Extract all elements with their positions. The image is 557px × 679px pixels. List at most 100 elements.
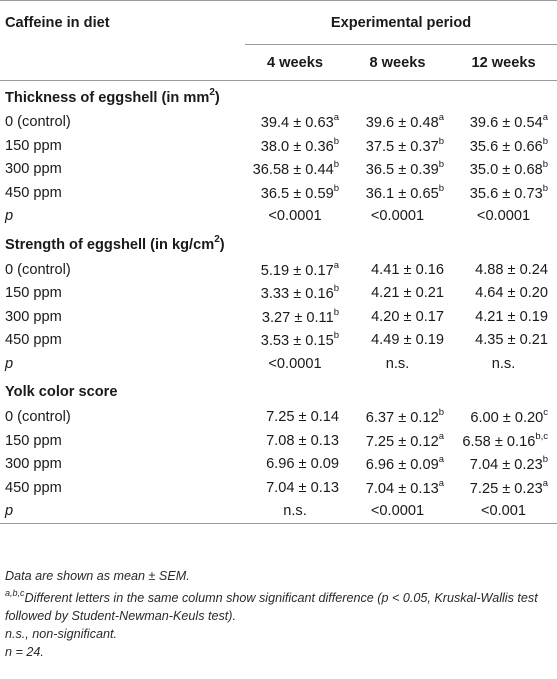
value-cell: 7.04 ± 0.13 — [245, 476, 345, 500]
value-text: 4.21 ± 0.21 — [371, 285, 444, 302]
value-text: 3.33 ± 0.16 — [260, 286, 334, 303]
value-cell: 35.6 ± 0.73b — [450, 181, 557, 205]
value-cell: 39.6 ± 0.54a — [450, 111, 557, 135]
week-4-header: 4 weeks — [245, 44, 345, 81]
section-title: Thickness of eggshell (in mm2) — [0, 81, 557, 111]
section-title: Yolk color score — [0, 376, 557, 406]
value-cell: 7.25 ± 0.23a — [450, 476, 557, 500]
table-footnotes: Data are shown as mean ± SEM. a,b,cDiffe… — [5, 567, 550, 661]
value-cell: 6.00 ± 0.20c — [450, 406, 557, 430]
value-text: 6.00 ± 0.20 — [470, 410, 544, 427]
footnote-letters-sup: a,b,c — [5, 588, 25, 598]
significance-letter: a — [542, 112, 549, 124]
value-cell: 39.6 ± 0.48a — [345, 111, 450, 135]
value-text: 3.27 ± 0.11 — [261, 309, 334, 326]
value-cell: 5.19 ± 0.17a — [245, 258, 345, 282]
significance-letter: b — [542, 182, 549, 194]
value-text: 39.6 ± 0.48 — [365, 115, 439, 132]
section-title-text: Yolk color score — [5, 383, 118, 400]
value-cell: 37.5 ± 0.37b — [345, 134, 450, 158]
value-text: 36.1 ± 0.65 — [365, 185, 439, 202]
value-text: 5.19 ± 0.17 — [260, 262, 334, 279]
row-label-header: Caffeine in diet — [0, 0, 245, 45]
row-label: 300 ppm — [5, 308, 62, 325]
table-row: 150 ppm 38.0 ± 0.36b 37.5 ± 0.37b 35.6 ± 0.… — [0, 134, 557, 158]
value-cell: 7.08 ± 0.13 — [245, 429, 345, 453]
value-cell: 4.21 ± 0.19 — [450, 305, 557, 329]
value-text: 4.21 ± 0.19 — [475, 308, 549, 325]
significance-letter: a — [542, 477, 549, 489]
significance-letter: b,c — [535, 430, 549, 442]
p-label: p — [0, 499, 245, 524]
week-8-header: 8 weeks — [345, 44, 450, 81]
period-title-header: Experimental period — [245, 0, 557, 45]
section-title-end: ) — [219, 236, 225, 253]
value-text: 7.08 ± 0.13 — [266, 432, 339, 449]
value-cell: 4.21 ± 0.21 — [345, 282, 450, 306]
significance-letter: b — [333, 283, 339, 295]
row-label: 300 ppm — [5, 161, 62, 178]
table-row: 300 ppm 36.58 ± 0.44b 36.5 ± 0.39b 35.0 ± 0… — [0, 158, 557, 182]
significance-letter: b — [438, 159, 444, 171]
table-row: 150 ppm 3.33 ± 0.16b 4.21 ± 0.21 4.64 ± 0.2… — [0, 282, 557, 306]
footnote-ns: n.s., non-significant. — [5, 627, 118, 642]
p-value-cell: <0.001 — [450, 499, 557, 524]
value-text: 4.64 ± 0.20 — [475, 285, 549, 302]
significance-letter: b — [438, 182, 444, 194]
table-row: 150 ppm 7.08 ± 0.13 7.25 ± 0.12a 6.58 ± 0.1… — [0, 429, 557, 453]
row-label: 150 ppm — [5, 432, 62, 449]
section-header-row: Yolk color score — [0, 376, 557, 406]
value-text: 7.04 ± 0.23 — [469, 457, 543, 474]
row-label: 0 (control) — [5, 261, 71, 278]
value-text: 6.96 ± 0.09 — [266, 456, 339, 473]
section-title-sup: 2 — [214, 234, 220, 246]
value-text: 38.0 ± 0.36 — [260, 138, 334, 155]
significance-letter: b — [333, 182, 339, 194]
table-row: 0 (control) 5.19 ± 0.17a 4.41 ± 0.16 4.88 ±… — [0, 258, 557, 282]
value-cell: 36.5 ± 0.59b — [245, 181, 345, 205]
value-text: 7.04 ± 0.13 — [266, 479, 339, 496]
row-label: 450 ppm — [5, 184, 62, 201]
significance-letter: b — [542, 135, 549, 147]
significance-letter: a — [438, 112, 444, 124]
value-cell: 4.35 ± 0.21 — [450, 329, 557, 353]
p-value-cell: n.s. — [491, 355, 516, 372]
value-text: 4.41 ± 0.16 — [371, 261, 444, 278]
p-value-cell: n.s. — [245, 499, 345, 524]
p-value-row: p n.s. <0.0001 <0.001 — [0, 499, 557, 524]
value-cell: 7.25 ± 0.12a — [345, 429, 450, 453]
significance-letter: b — [333, 159, 339, 171]
significance-letter: b — [542, 454, 549, 466]
value-cell: 7.25 ± 0.14 — [245, 406, 345, 430]
p-value-cell: <0.0001 — [268, 208, 322, 225]
value-cell: 7.04 ± 0.23b — [450, 453, 557, 477]
row-label: 150 ppm — [5, 285, 62, 302]
value-text: 4.49 ± 0.19 — [371, 332, 444, 349]
significance-letter: a — [438, 477, 444, 489]
row-label: 0 (control) — [5, 409, 71, 426]
section-title-end: ) — [214, 89, 220, 106]
significance-letter: b — [438, 407, 444, 419]
section-title-sup: 2 — [209, 86, 215, 98]
value-cell: 4.20 ± 0.17 — [345, 305, 450, 329]
value-cell: 4.88 ± 0.24 — [450, 258, 557, 282]
row-label: 450 ppm — [5, 479, 62, 496]
row-label: 300 ppm — [5, 456, 62, 473]
value-text: 4.20 ± 0.17 — [371, 308, 444, 325]
table-body: Thickness of eggshell (in mm2) 0 (control… — [0, 81, 557, 524]
table-row: 450 ppm 7.04 ± 0.13 7.04 ± 0.13a 7.25 ± 0.2… — [0, 476, 557, 500]
value-cell: 4.49 ± 0.19 — [345, 329, 450, 353]
value-cell: 3.33 ± 0.16b — [245, 282, 345, 306]
table-row: 450 ppm 3.53 ± 0.15b 4.49 ± 0.19 4.35 ± 0.2… — [0, 329, 557, 353]
significance-letter: b — [333, 135, 339, 147]
significance-letter: b — [333, 330, 339, 342]
results-table: Caffeine in diet Experimental period 4 w… — [0, 0, 557, 524]
value-cell: 36.1 ± 0.65b — [345, 181, 450, 205]
p-value-cell: <0.0001 — [345, 499, 450, 524]
value-text: 36.58 ± 0.44 — [252, 162, 334, 179]
p-value-cell: <0.0001 — [370, 208, 425, 225]
table-row: 300 ppm 6.96 ± 0.09 6.96 ± 0.09a 7.04 ± 0.2… — [0, 453, 557, 477]
footnote-letters: a,b,cDifferent letters in the same colum… — [5, 585, 550, 625]
value-text: 7.25 ± 0.23 — [469, 480, 543, 497]
value-cell: 6.96 ± 0.09a — [345, 453, 450, 477]
